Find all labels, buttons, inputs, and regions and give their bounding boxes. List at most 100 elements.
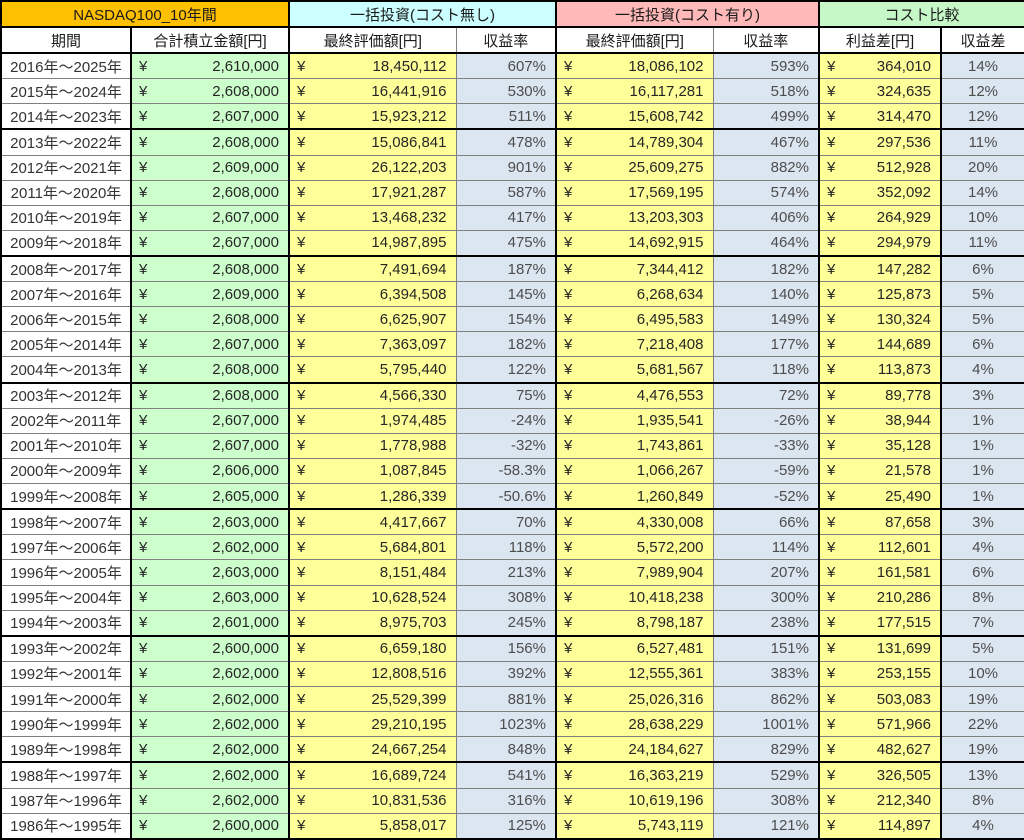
final-value-no-cost-cell: ¥16,689,724 xyxy=(289,762,457,789)
period-cell: 2005年～2014年 xyxy=(1,331,132,358)
profit-diff-cell: ¥147,282 xyxy=(819,256,942,283)
return-no-cost-cell: 154% xyxy=(456,306,557,333)
yen-symbol: ¥ xyxy=(297,234,306,252)
table-row: 1997年～2006年 ¥2,602,000 ¥5,684,801 118% ¥5,57… xyxy=(1,534,1024,561)
return-diff-cell: 8% xyxy=(941,585,1024,611)
final-value-with-cost-cell: ¥7,989,904 xyxy=(556,559,714,586)
final-value-no-cost-cell: ¥25,529,399 xyxy=(289,686,457,713)
profit-diff-cell: ¥210,286 xyxy=(819,585,942,611)
total-invested-cell: ¥2,608,000 xyxy=(131,129,290,156)
yen-symbol: ¥ xyxy=(297,412,306,430)
return-no-cost-cell: 587% xyxy=(456,180,557,206)
amount-value: 2,609,000 xyxy=(212,285,279,303)
return-with-cost-cell: 149% xyxy=(713,306,820,333)
group-header-row: NASDAQ100_10年間 一括投資(コスト無し) 一括投資(コスト有り) コ… xyxy=(0,0,1024,28)
amount-value: 177,515 xyxy=(876,614,931,632)
yen-symbol: ¥ xyxy=(564,513,573,531)
amount-value: 6,394,508 xyxy=(379,285,447,303)
final-value-no-cost-cell: ¥8,975,703 xyxy=(289,610,457,637)
final-value-with-cost-cell: ¥5,681,567 xyxy=(556,356,714,384)
yen-symbol: ¥ xyxy=(827,133,836,151)
final-value-no-cost-cell: ¥5,858,017 xyxy=(289,813,457,840)
period-cell: 2011年～2020年 xyxy=(1,180,132,206)
yen-symbol: ¥ xyxy=(297,57,306,75)
amount-value: 38,944 xyxy=(885,412,931,430)
table-row: 1987年～1996年 ¥2,602,000 ¥10,831,536 316% ¥10,… xyxy=(1,788,1024,814)
yen-symbol: ¥ xyxy=(139,107,148,125)
period-cell: 1990年～1999年 xyxy=(1,711,132,738)
final-value-with-cost-cell: ¥1,066,267 xyxy=(556,458,714,485)
period-cell: 1997年～2006年 xyxy=(1,534,132,561)
yen-symbol: ¥ xyxy=(139,285,148,303)
yen-symbol: ¥ xyxy=(827,563,836,581)
return-no-cost-cell: -32% xyxy=(456,433,557,459)
return-diff-cell: 8% xyxy=(941,788,1024,814)
amount-value: 29,210,195 xyxy=(371,715,447,733)
yen-symbol: ¥ xyxy=(827,335,836,353)
return-with-cost-cell: 593% xyxy=(713,53,820,80)
yen-symbol: ¥ xyxy=(564,361,573,379)
return-with-cost-cell: -26% xyxy=(713,408,820,434)
total-invested-cell: ¥2,601,000 xyxy=(131,610,290,637)
amount-value: 4,330,008 xyxy=(636,513,704,531)
final-value-no-cost-cell: ¥6,625,907 xyxy=(289,306,457,333)
profit-diff-cell: ¥87,658 xyxy=(819,509,942,536)
total-invested-cell: ¥2,602,000 xyxy=(131,711,290,738)
yen-symbol: ¥ xyxy=(139,184,148,202)
return-diff-cell: 1% xyxy=(941,458,1024,485)
period-cell: 2010年～2019年 xyxy=(1,205,132,231)
amount-value: 6,495,583 xyxy=(636,310,704,328)
column-header-return-diff: 収益差 xyxy=(941,27,1024,54)
yen-symbol: ¥ xyxy=(139,487,148,505)
profit-diff-cell: ¥314,470 xyxy=(819,103,942,131)
profit-diff-cell: ¥114,897 xyxy=(819,813,942,840)
return-with-cost-cell: 464% xyxy=(713,230,820,257)
yen-symbol: ¥ xyxy=(564,640,573,658)
amount-value: 5,684,801 xyxy=(379,538,447,556)
return-no-cost-cell: 541% xyxy=(456,762,557,789)
amount-value: 89,778 xyxy=(885,387,931,405)
period-cell: 1999年～2008年 xyxy=(1,483,132,511)
yen-symbol: ¥ xyxy=(297,285,306,303)
amount-value: 1,743,861 xyxy=(636,437,704,455)
yen-symbol: ¥ xyxy=(827,209,836,227)
amount-value: 21,578 xyxy=(885,462,931,480)
yen-symbol: ¥ xyxy=(139,538,148,556)
return-no-cost-cell: 417% xyxy=(456,205,557,231)
yen-symbol: ¥ xyxy=(827,234,836,252)
amount-value: 18,450,112 xyxy=(372,57,447,75)
amount-value: 112,601 xyxy=(877,538,931,556)
yen-symbol: ¥ xyxy=(297,614,306,632)
column-header-final-value-with-cost: 最終評価額[円] xyxy=(556,27,714,54)
yen-symbol: ¥ xyxy=(827,412,836,430)
return-diff-cell: 1% xyxy=(941,408,1024,434)
period-cell: 1992年～2001年 xyxy=(1,661,132,688)
yen-symbol: ¥ xyxy=(564,614,573,632)
return-with-cost-cell: 182% xyxy=(713,256,820,283)
amount-value: 5,743,119 xyxy=(637,817,704,835)
yen-symbol: ¥ xyxy=(564,184,573,202)
final-value-with-cost-cell: ¥16,117,281 xyxy=(556,78,714,105)
profit-diff-cell: ¥35,128 xyxy=(819,433,942,459)
amount-value: 161,581 xyxy=(876,563,931,581)
yen-symbol: ¥ xyxy=(564,234,573,252)
table-row: 2014年～2023年 ¥2,607,000 ¥15,923,212 511% ¥15,… xyxy=(1,103,1024,131)
yen-symbol: ¥ xyxy=(297,82,306,100)
period-cell: 2009年～2018年 xyxy=(1,230,132,257)
profit-diff-cell: ¥264,929 xyxy=(819,205,942,231)
amount-value: 482,627 xyxy=(876,740,931,758)
yen-symbol: ¥ xyxy=(564,387,573,405)
amount-value: 2,607,000 xyxy=(212,209,279,227)
period-cell: 2004年～2013年 xyxy=(1,356,132,384)
final-value-no-cost-cell: ¥7,363,097 xyxy=(289,331,457,358)
table-row: 1986年～1995年 ¥2,600,000 ¥5,858,017 125% ¥5,74… xyxy=(1,813,1024,840)
yen-symbol: ¥ xyxy=(564,335,573,353)
final-value-no-cost-cell: ¥5,795,440 xyxy=(289,356,457,384)
yen-symbol: ¥ xyxy=(827,107,836,125)
amount-value: 130,324 xyxy=(876,310,931,328)
final-value-no-cost-cell: ¥16,441,916 xyxy=(289,78,457,105)
table-row: 1994年～2003年 ¥2,601,000 ¥8,975,703 245% ¥8,79… xyxy=(1,610,1024,637)
yen-symbol: ¥ xyxy=(297,665,306,683)
amount-value: 2,610,000 xyxy=(212,57,279,75)
amount-value: 2,608,000 xyxy=(212,310,279,328)
